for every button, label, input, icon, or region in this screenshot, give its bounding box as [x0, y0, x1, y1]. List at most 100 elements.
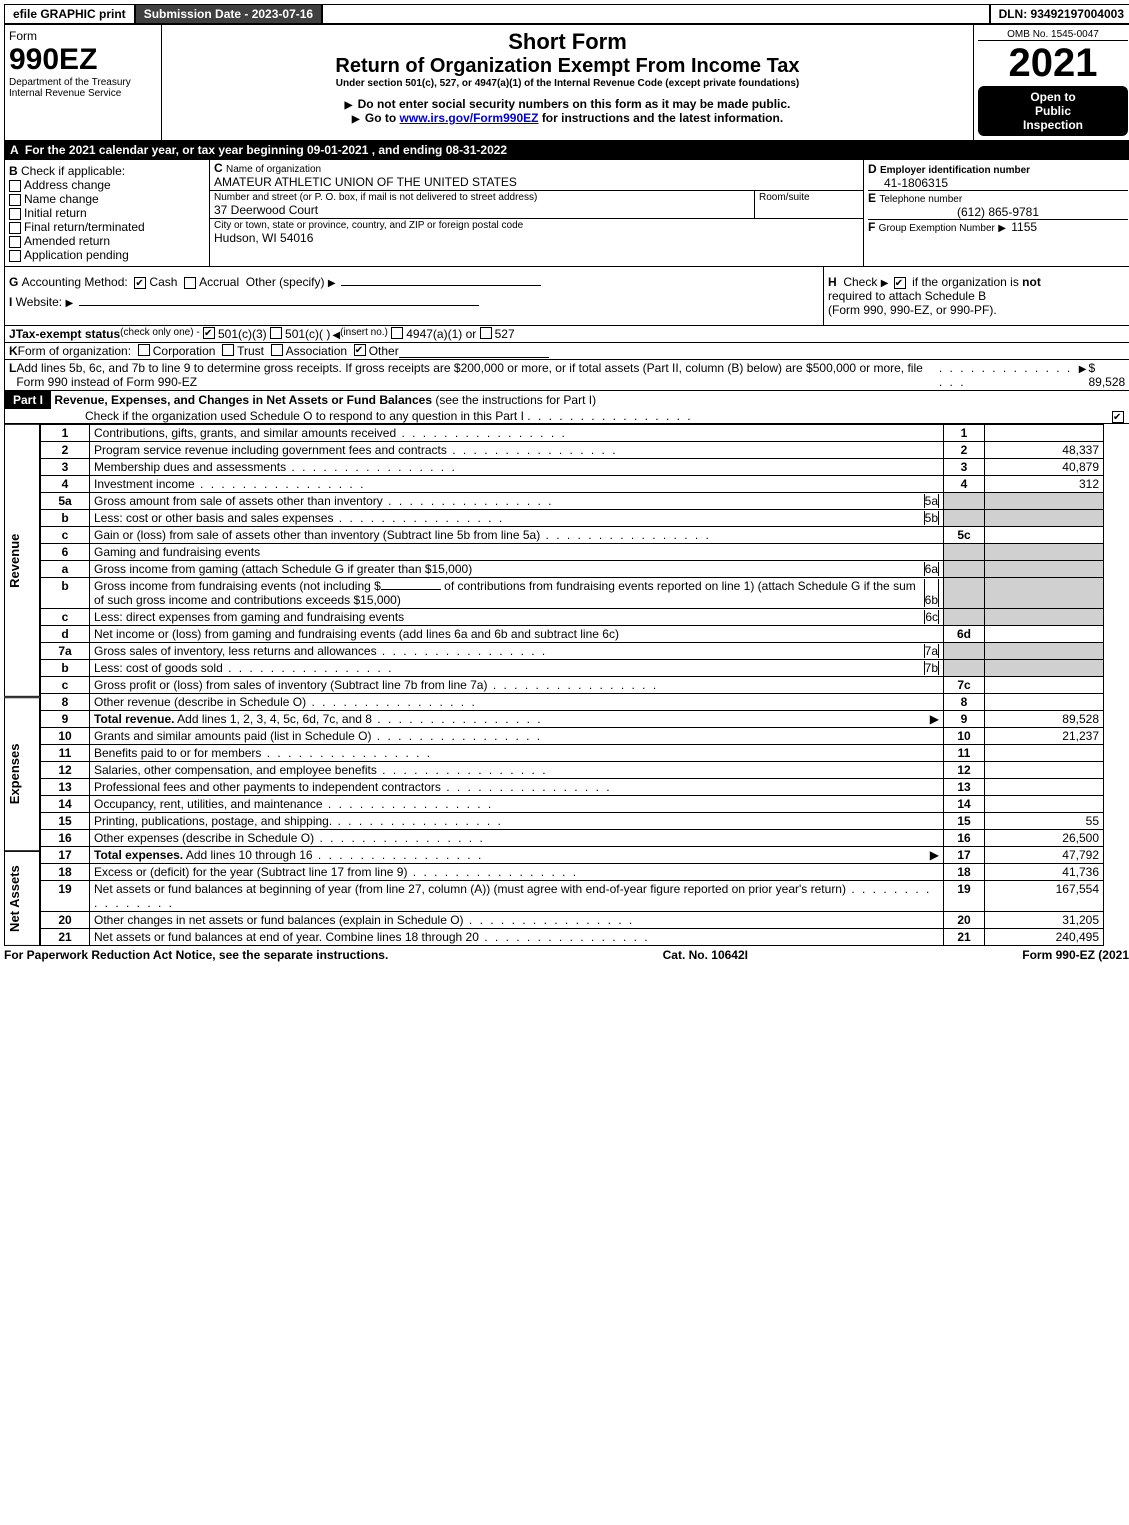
l-text: Add lines 5b, 6c, and 7b to line 9 to de…: [16, 361, 939, 389]
checkbox-4947[interactable]: [391, 327, 403, 339]
out-line-num: 13: [944, 779, 985, 796]
table-row: 11Benefits paid to or for members11: [41, 745, 1104, 762]
line-label: Program service revenue including govern…: [94, 443, 447, 457]
irs-link[interactable]: www.irs.gov/Form990EZ: [400, 111, 539, 125]
line-value: [985, 609, 1104, 626]
checkbox-initial-return[interactable]: [9, 208, 21, 220]
opt-cash: Cash: [149, 275, 177, 289]
h-not: not: [1022, 275, 1041, 289]
checkbox-name-change[interactable]: [9, 194, 21, 206]
part-i-check-text: Check if the organization used Schedule …: [85, 409, 524, 423]
contrib-amount-input[interactable]: [381, 589, 441, 590]
line-num: 2: [41, 442, 90, 459]
checkbox-501c3[interactable]: [203, 327, 215, 339]
line-value: [985, 425, 1104, 442]
line-value: [985, 510, 1104, 527]
other-org-input[interactable]: [399, 344, 549, 358]
city-label: City or town, state or province, country…: [214, 220, 859, 231]
line-value: [985, 493, 1104, 510]
checkbox-trust[interactable]: [222, 344, 234, 356]
line-label-cont: Add lines 10 through 16: [183, 848, 312, 862]
dots: [407, 865, 578, 879]
checkbox-schedule-o[interactable]: [1112, 411, 1124, 423]
sub-line-num: 5a: [924, 494, 938, 508]
part-i-title: Revenue, Expenses, and Changes in Net As…: [54, 393, 432, 407]
line-label-cont: Add lines 1, 2, 3, 4, 5c, 6d, 7c, and 8: [174, 712, 371, 726]
checkbox-501c[interactable]: [270, 327, 282, 339]
line-label: Professional fees and other payments to …: [94, 780, 441, 794]
line-num: a: [41, 561, 90, 578]
checkbox-pending[interactable]: [9, 250, 21, 262]
dots: [527, 409, 692, 423]
topbar: efile GRAPHIC print Submission Date - 20…: [4, 4, 1129, 24]
goto-post: for instructions and the latest informat…: [542, 111, 783, 125]
dots: [383, 494, 554, 508]
line-value: 312: [985, 476, 1104, 493]
out-line-num: [944, 578, 985, 609]
line-value: 167,554: [985, 881, 1104, 912]
checkbox-amended[interactable]: [9, 236, 21, 248]
checkbox-schedule-b[interactable]: [894, 277, 906, 289]
phone-value: (612) 865-9781: [868, 205, 1128, 219]
line-label: Membership dues and assessments: [94, 460, 286, 474]
line-value: [985, 762, 1104, 779]
line-value: [985, 626, 1104, 643]
dots: [223, 661, 394, 675]
part-i-header: Part I Revenue, Expenses, and Changes in…: [4, 391, 1129, 424]
line-label: Total expenses.: [94, 848, 183, 862]
sub-line-value: [938, 579, 939, 607]
sub-line-value: [938, 562, 939, 576]
line-num: d: [41, 626, 90, 643]
dots: [314, 831, 485, 845]
out-line-num: 6d: [944, 626, 985, 643]
out-line-num: [944, 561, 985, 578]
checkbox-other-org[interactable]: [354, 344, 366, 356]
line-num: 1: [41, 425, 90, 442]
footer-form-num: 990-EZ: [1056, 948, 1095, 962]
line-label: Gain or (loss) from sale of assets other…: [94, 528, 540, 542]
checkbox-final-return[interactable]: [9, 222, 21, 234]
out-line-num: 1: [944, 425, 985, 442]
line-num: 15: [41, 813, 90, 830]
line-num: 12: [41, 762, 90, 779]
dots: [377, 763, 548, 777]
dots: [441, 780, 612, 794]
checkbox-association[interactable]: [271, 344, 283, 356]
dots: [306, 695, 477, 709]
efile-print-button[interactable]: efile GRAPHIC print: [4, 4, 135, 24]
line-num: 16: [41, 830, 90, 847]
opt-pending: Application pending: [24, 248, 129, 262]
arrow-icon: [881, 275, 891, 289]
checkbox-cash[interactable]: [134, 277, 146, 289]
open-line2: Public: [982, 104, 1124, 118]
dots: [323, 797, 494, 811]
line-label: Net income or (loss) from gaming and fun…: [90, 626, 944, 643]
checkbox-corporation[interactable]: [138, 344, 150, 356]
org-name: AMATEUR ATHLETIC UNION OF THE UNITED STA…: [214, 175, 859, 189]
other-specify-input[interactable]: [341, 285, 541, 286]
website-label: Website:: [16, 295, 62, 309]
table-row: 17Total expenses. Add lines 10 through 1…: [41, 847, 1104, 864]
row-g-h: G Accounting Method: Cash Accrual Other …: [4, 267, 1129, 326]
line-value: 55: [985, 813, 1104, 830]
sub-line-value: [938, 494, 939, 508]
line-num: 7a: [41, 643, 90, 660]
checkbox-address-change[interactable]: [9, 180, 21, 192]
out-line-num: 8: [944, 694, 985, 711]
group-exemption-label: Group Exemption Number: [879, 223, 995, 234]
org-info-block: B Check if applicable: Address change Na…: [4, 159, 1129, 267]
table-row: 5aGross amount from sale of assets other…: [41, 493, 1104, 510]
table-row: aGross income from gaming (attach Schedu…: [41, 561, 1104, 578]
checkbox-accrual[interactable]: [184, 277, 196, 289]
row-j: J Tax-exempt status (check only one) - 5…: [4, 326, 1129, 343]
form-word: Form: [9, 29, 157, 43]
opt-initial-return: Initial return: [24, 206, 87, 220]
form-of-org-label: Form of organization:: [18, 344, 131, 358]
sub-line-num: 7a: [924, 644, 938, 658]
website-input[interactable]: [79, 305, 479, 306]
checkbox-527[interactable]: [480, 327, 492, 339]
out-line-num: 10: [944, 728, 985, 745]
column-b-checkboxes: B Check if applicable: Address change Na…: [5, 160, 210, 266]
submission-date-button[interactable]: Submission Date - 2023-07-16: [135, 4, 322, 24]
form-number: 990EZ: [9, 43, 157, 77]
